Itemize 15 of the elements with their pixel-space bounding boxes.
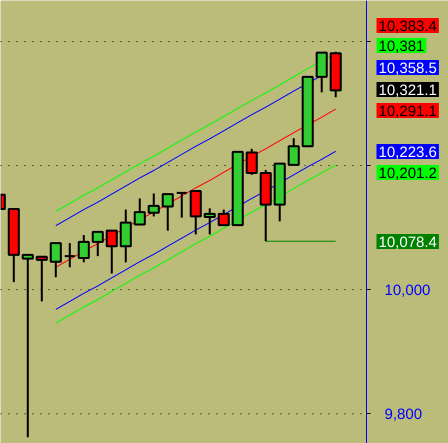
line-series — [55, 108, 336, 268]
text: 10,321.1 — [378, 82, 437, 99]
text: 10,201.2 — [378, 165, 437, 182]
text: 10,291.1 — [378, 103, 437, 120]
candlestick — [78, 234, 90, 264]
text: 10,223.6 — [378, 144, 437, 161]
candlestick — [64, 242, 76, 268]
y-tick-label: 10,000 — [384, 282, 430, 300]
text: 10,383.4 — [378, 18, 437, 35]
candlestick — [176, 192, 188, 219]
line-series — [55, 164, 336, 324]
text: 10,381 — [378, 38, 424, 55]
y-tick-label: 9,800 — [384, 406, 422, 424]
text: 10,078.4 — [378, 234, 437, 251]
text: 10,358.5 — [378, 60, 437, 77]
